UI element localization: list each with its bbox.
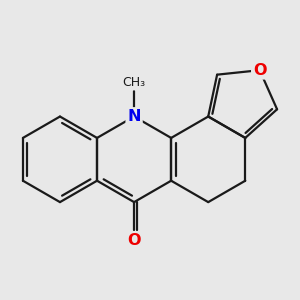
Text: CH₃: CH₃ [122, 76, 146, 89]
Text: O: O [127, 233, 141, 248]
Text: N: N [127, 109, 141, 124]
Text: O: O [253, 63, 266, 78]
